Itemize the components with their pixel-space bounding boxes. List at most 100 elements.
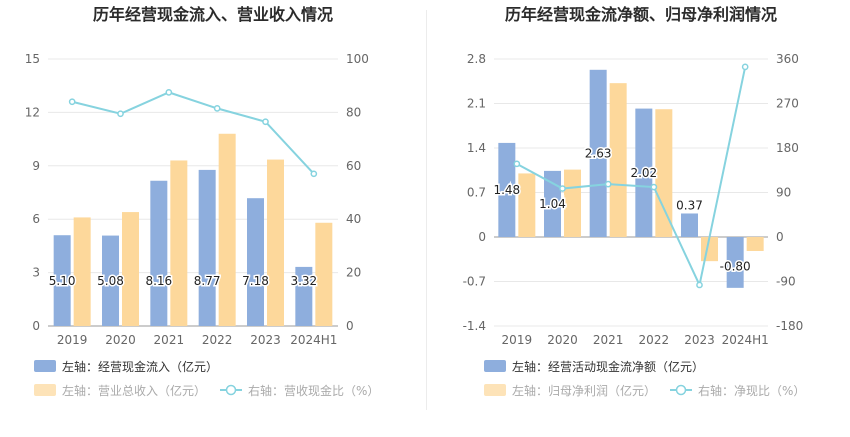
chart2-legend-profit[interactable]: 左轴：归母净利润（亿元）	[512, 383, 656, 398]
chart2-bar-secondary	[564, 169, 581, 237]
chart1-bar-primary	[53, 235, 71, 326]
chart2-left-tick: 1.4	[467, 141, 486, 155]
chart2-legend: 左轴：经营活动现金流净额（亿元） 左轴：归母净利润（亿元） 右轴：净现比（%）	[484, 359, 805, 398]
chart1-title: 历年经营现金流入、营业收入情况	[93, 5, 333, 24]
chart2-data-label: 2.02	[630, 166, 657, 180]
chart2-title: 历年经营现金流净额、归母净利润情况	[505, 5, 777, 24]
chart2-legend-marker-ratio	[675, 384, 687, 396]
chart2-ratio-point	[604, 180, 612, 188]
chart2-bar-secondary	[518, 173, 536, 237]
chart2-data-label: 1.04	[539, 197, 566, 211]
chart2-bar-secondary	[655, 109, 673, 237]
chart1-right-tick: 20	[346, 266, 361, 280]
chart1-data-label: 5.10	[49, 274, 76, 288]
chart2-right-tick: 0	[776, 230, 784, 244]
chart1-bar-primary	[102, 235, 119, 326]
chart2-right-tick: 180	[776, 141, 799, 155]
panel-divider	[426, 10, 427, 410]
chart1-bar-secondary	[267, 159, 284, 326]
chart2-ratio-point	[696, 281, 703, 289]
chart1-legend-revenue[interactable]: 左轴：营业总收入（亿元）	[62, 383, 206, 398]
chart2-bar-secondary	[746, 237, 764, 251]
chart1-ratio-point	[68, 98, 76, 106]
chart2-legend-netflow[interactable]: 左轴：经营活动现金流净额（亿元）	[512, 359, 704, 374]
chart2-ratio-line	[516, 66, 747, 289]
chart2-legend-ratio[interactable]: 右轴：净现比（%）	[698, 383, 805, 398]
chart1-category-label: 2019	[57, 333, 88, 347]
chart1-bar-secondary	[218, 133, 236, 326]
chart2-data-label: -0.80	[720, 259, 751, 273]
chart2-legend-swatch-netflow	[484, 360, 506, 372]
chart1-data-label: 8.16	[145, 274, 172, 288]
chart1-category-label: 2022	[202, 333, 233, 347]
chart2-legend-swatch-profit	[484, 384, 506, 396]
chart1-ratio-point	[165, 89, 173, 96]
chart1-left-tick: 9	[32, 159, 40, 173]
chart1-legend-ratio[interactable]: 右轴：营收现金比（%）	[248, 383, 379, 398]
chart2-category-label: 2021	[593, 333, 624, 347]
chart1-right-tick: 60	[346, 159, 361, 173]
chart2-right-tick: 270	[776, 97, 799, 111]
chart1-legend-swatch-revenue	[34, 384, 56, 396]
chart1-bar-primary	[247, 198, 264, 326]
chart1-left-tick: 12	[25, 105, 40, 119]
chart2-bar-primary	[544, 170, 561, 237]
chart1-category-label: 2020	[105, 333, 136, 347]
chart1-legend-marker-ratio	[225, 384, 237, 396]
chart1-left-tick: 0	[32, 319, 40, 333]
chart1-legend: 左轴：经营现金流入（亿元） 左轴：营业总收入（亿元） 右轴：营收现金比（%）	[34, 359, 379, 398]
chart1-bar-secondary	[170, 160, 188, 326]
chart2-data-label: 2.63	[585, 146, 612, 160]
chart2-left-tick: 2.1	[467, 97, 486, 111]
chart1-data-label: 3.32	[290, 274, 317, 288]
chart1-ratio-point	[262, 118, 269, 126]
chart2-bar-primary	[589, 69, 607, 237]
chart1-left-tick: 3	[32, 266, 40, 280]
chart1-data-label: 5.08	[97, 274, 124, 288]
chart2-ratio-point	[559, 185, 566, 192]
chart1-ratio-point	[213, 105, 221, 112]
chart2-bar-primary	[726, 237, 744, 288]
chart2-left-tick: -1.4	[463, 319, 486, 333]
chart2-category-label: 2023	[684, 333, 715, 347]
chart1-right-tick: 80	[346, 105, 361, 119]
chart1-legend-swatch-inflow	[34, 360, 56, 372]
chart1-right-tick: 0	[346, 319, 354, 333]
chart1-left-tick: 6	[32, 212, 40, 226]
chart1-ratio-point	[310, 170, 318, 178]
chart2-bar-primary	[498, 142, 516, 237]
chart1-bar-primary	[295, 266, 313, 326]
chart1-right-tick: 40	[346, 212, 361, 226]
chart1-right-tick: 100	[346, 52, 369, 66]
chart2-left-tick: 0.7	[467, 186, 486, 200]
chart2-ratio-point	[650, 183, 658, 191]
chart2-right-tick: -180	[776, 319, 803, 333]
chart2-left-tick: 0	[478, 230, 486, 244]
chart2-bar-secondary	[609, 83, 627, 238]
chart2-ratio-point	[513, 160, 521, 168]
chart1-category-label: 2023	[250, 333, 281, 347]
chart1-data-label: 7.18	[242, 274, 269, 288]
chart2-ratio-point	[741, 63, 749, 71]
chart2-right-tick: 90	[776, 186, 791, 200]
chart2-data-label: 0.37	[676, 198, 703, 212]
chart2-category-label: 2019	[502, 333, 533, 347]
chart2-left-tick: -0.7	[463, 275, 486, 289]
chart2-category-label: 2024H1	[722, 333, 769, 347]
chart1-bar-secondary	[315, 222, 333, 326]
chart1-left-tick: 15	[25, 52, 40, 66]
chart2-right-tick: -90	[776, 275, 796, 289]
chart1-bar-secondary	[122, 212, 139, 326]
chart1-bar-secondary	[73, 217, 91, 326]
plots-layer: 15 12 9 6 3 0 100 80 60 40 20 0 2019 2020 2021 2022 2023…	[25, 52, 804, 347]
chart1-category-label: 2024H1	[290, 333, 337, 347]
chart2-bar-primary	[681, 213, 698, 237]
chart1-ratio-line	[71, 91, 315, 175]
chart1-legend-inflow[interactable]: 左轴：经营现金流入（亿元）	[62, 359, 218, 374]
chart2-category-label: 2022	[639, 333, 670, 347]
chart2-data-label: 1.48	[493, 183, 520, 197]
chart2-left-tick: 2.8	[467, 52, 486, 66]
chart2-category-label: 2020	[547, 333, 578, 347]
chart1-ratio-point	[117, 110, 124, 118]
